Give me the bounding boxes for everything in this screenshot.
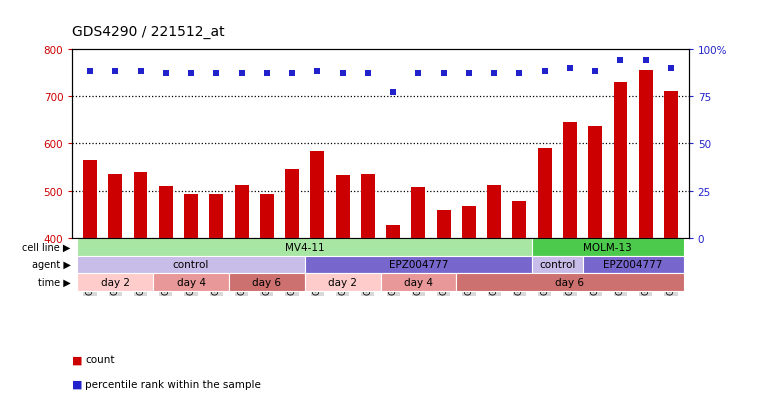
Point bbox=[589, 69, 601, 76]
Bar bbox=[512, 202, 527, 238]
Bar bbox=[134, 172, 148, 238]
Text: cell line ▶: cell line ▶ bbox=[22, 242, 71, 252]
Bar bbox=[310, 152, 324, 238]
Point bbox=[514, 71, 526, 77]
Text: day 4: day 4 bbox=[404, 278, 433, 287]
Bar bbox=[638, 71, 653, 238]
Point bbox=[235, 71, 247, 77]
Bar bbox=[386, 225, 400, 238]
Bar bbox=[532, 256, 583, 273]
Text: MOLM-13: MOLM-13 bbox=[584, 242, 632, 252]
Text: MV4-11: MV4-11 bbox=[285, 242, 324, 252]
Bar bbox=[304, 256, 532, 273]
Point bbox=[665, 65, 677, 72]
Bar bbox=[380, 273, 457, 291]
Point bbox=[564, 65, 576, 72]
Bar bbox=[304, 273, 380, 291]
Bar bbox=[613, 83, 627, 238]
Point bbox=[311, 69, 323, 76]
Bar bbox=[437, 211, 451, 238]
Bar bbox=[462, 206, 476, 238]
Text: count: count bbox=[85, 354, 115, 364]
Point bbox=[614, 57, 626, 64]
Point bbox=[412, 71, 425, 77]
Point bbox=[84, 69, 96, 76]
Point bbox=[261, 71, 273, 77]
Bar bbox=[487, 186, 501, 238]
Point bbox=[210, 71, 222, 77]
Bar bbox=[588, 126, 602, 238]
Bar bbox=[78, 273, 153, 291]
Point bbox=[361, 71, 374, 77]
Bar bbox=[361, 175, 375, 238]
Text: control: control bbox=[173, 260, 209, 270]
Text: ■: ■ bbox=[72, 379, 83, 389]
Bar bbox=[457, 273, 683, 291]
Bar bbox=[78, 256, 304, 273]
Bar bbox=[285, 170, 299, 238]
Text: GDS4290 / 221512_at: GDS4290 / 221512_at bbox=[72, 25, 225, 39]
Point bbox=[539, 69, 551, 76]
Point bbox=[387, 90, 400, 96]
Bar bbox=[108, 175, 123, 238]
Point bbox=[488, 71, 500, 77]
Text: time ▶: time ▶ bbox=[38, 278, 71, 287]
Bar bbox=[664, 92, 678, 238]
Point bbox=[109, 69, 121, 76]
Text: day 2: day 2 bbox=[100, 278, 129, 287]
Point bbox=[640, 57, 652, 64]
Point bbox=[438, 71, 450, 77]
Bar bbox=[532, 238, 683, 256]
Bar bbox=[260, 195, 274, 238]
Text: day 6: day 6 bbox=[253, 278, 282, 287]
Text: EPZ004777: EPZ004777 bbox=[603, 260, 663, 270]
Point bbox=[286, 71, 298, 77]
Text: control: control bbox=[539, 260, 575, 270]
Point bbox=[135, 69, 147, 76]
Point bbox=[160, 71, 172, 77]
Text: day 2: day 2 bbox=[328, 278, 357, 287]
Bar bbox=[159, 186, 173, 238]
Text: agent ▶: agent ▶ bbox=[32, 260, 71, 270]
Bar bbox=[234, 185, 249, 238]
Point bbox=[463, 71, 475, 77]
Text: EPZ004777: EPZ004777 bbox=[389, 260, 448, 270]
Text: ■: ■ bbox=[72, 354, 83, 364]
Point bbox=[336, 71, 349, 77]
Text: day 4: day 4 bbox=[177, 278, 205, 287]
Bar bbox=[209, 195, 223, 238]
Bar bbox=[184, 195, 198, 238]
Bar bbox=[583, 256, 683, 273]
Bar bbox=[83, 161, 97, 238]
Bar bbox=[336, 176, 349, 238]
Bar bbox=[78, 238, 532, 256]
Bar bbox=[412, 188, 425, 238]
Bar bbox=[538, 149, 552, 238]
Bar bbox=[153, 273, 229, 291]
Bar bbox=[229, 273, 304, 291]
Point bbox=[185, 71, 197, 77]
Text: percentile rank within the sample: percentile rank within the sample bbox=[85, 379, 261, 389]
Text: day 6: day 6 bbox=[556, 278, 584, 287]
Bar bbox=[563, 123, 577, 238]
